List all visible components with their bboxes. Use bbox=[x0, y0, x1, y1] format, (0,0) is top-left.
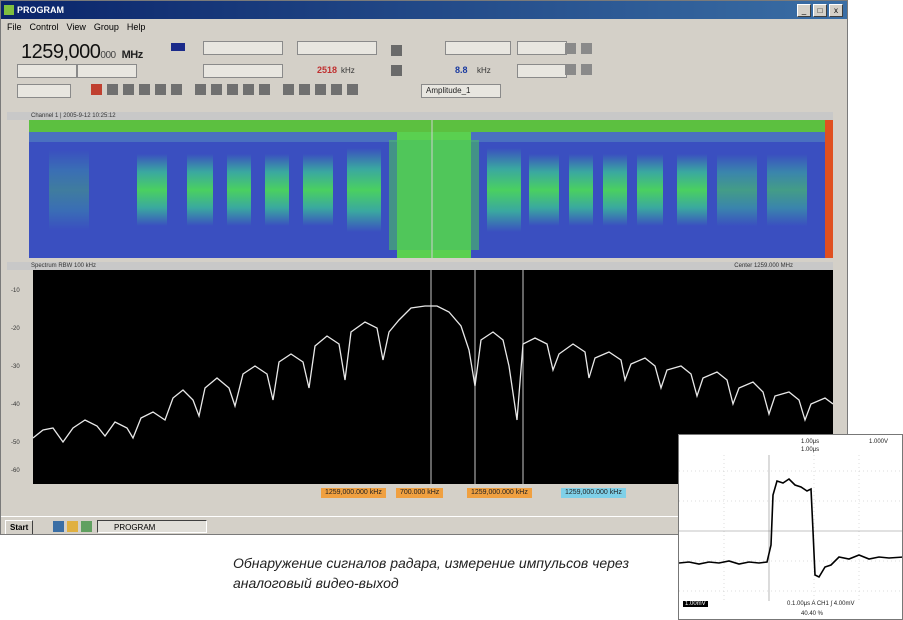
zoom-in-icon[interactable] bbox=[283, 84, 294, 95]
color-indicator bbox=[171, 43, 185, 51]
marker-readout-2[interactable]: 700.000 kHz bbox=[396, 488, 444, 498]
amplitude-dropdown[interactable]: Amplitude_1 bbox=[421, 84, 501, 98]
rbw-field[interactable] bbox=[203, 64, 283, 78]
marker-readout-4[interactable]: 1259,000.000 kHz bbox=[561, 488, 626, 498]
y-tick: -50 bbox=[11, 440, 20, 446]
start-button[interactable]: Start bbox=[5, 520, 34, 534]
spectrum-trace bbox=[33, 305, 833, 444]
frequency-display[interactable]: 1259,000000 MHz bbox=[21, 41, 143, 64]
y-tick: -20 bbox=[11, 326, 20, 332]
detector-dropdown[interactable] bbox=[445, 41, 511, 55]
span-field[interactable] bbox=[203, 41, 283, 55]
save-icon[interactable] bbox=[243, 84, 254, 95]
scope-readout-bl: 1.00mV bbox=[683, 601, 708, 607]
scale-dropdown[interactable] bbox=[517, 64, 567, 78]
spectrum-header-right: Center 1259.000 MHz bbox=[734, 263, 793, 269]
waterfall-header: Channel 1 | 2005-9-12 10:25:12 bbox=[7, 112, 833, 120]
mode-dropdown-2[interactable] bbox=[77, 64, 137, 78]
zoom-icon[interactable] bbox=[565, 64, 576, 75]
cursor-icon[interactable] bbox=[195, 84, 206, 95]
y-tick: -30 bbox=[11, 364, 20, 370]
record-icon[interactable] bbox=[91, 84, 102, 95]
window-title: PROGRAM bbox=[17, 5, 64, 15]
menu-file[interactable]: File bbox=[7, 22, 22, 32]
print-icon[interactable] bbox=[581, 43, 592, 54]
waterfall-y-axis bbox=[7, 120, 29, 258]
reset-icon[interactable] bbox=[331, 84, 342, 95]
zoom-out-icon[interactable] bbox=[299, 84, 310, 95]
ie-icon[interactable] bbox=[53, 521, 64, 532]
oscilloscope-trace bbox=[679, 455, 902, 601]
ref-level-field[interactable] bbox=[297, 41, 377, 55]
spectrum-header: Spectrum RBW 100 kHz Center 1259.000 MHz bbox=[7, 262, 833, 270]
scope-readout-right: 1.000V bbox=[869, 439, 889, 445]
value-b: 8.8 bbox=[455, 65, 468, 75]
app-icon bbox=[4, 5, 14, 15]
menu-view[interactable]: View bbox=[66, 22, 86, 32]
y-tick: -60 bbox=[11, 468, 20, 474]
marker-readout-1[interactable]: 1259,000.000 kHz bbox=[321, 488, 386, 498]
hold-icon[interactable] bbox=[347, 84, 358, 95]
toolbar: 1259,000000 MHz 2518 kHz 8.8 kHz bbox=[5, 37, 841, 107]
title-bar[interactable]: PROGRAM _ □ x bbox=[1, 1, 847, 19]
oscilloscope-inset: 1.00μs 1.00μs 1.000V 1.00mV 0.1.00μs A C… bbox=[678, 434, 903, 620]
waterfall-color-scale bbox=[825, 120, 833, 258]
fit-icon[interactable] bbox=[227, 84, 238, 95]
marker-readouts: 1259,000.000 kHz 700.000 kHz 1259,000.00… bbox=[1, 488, 847, 502]
window-controls: _ □ x bbox=[797, 4, 843, 17]
value-b-unit: kHz bbox=[477, 66, 491, 75]
taskbar-app[interactable]: PROGRAM bbox=[97, 520, 207, 533]
field-value: 2518 bbox=[317, 65, 338, 75]
pause-icon[interactable] bbox=[123, 84, 134, 95]
play-icon[interactable] bbox=[107, 84, 118, 95]
grid-icon[interactable] bbox=[391, 45, 402, 56]
maximize-button[interactable]: □ bbox=[813, 4, 827, 17]
field-unit: kHz bbox=[341, 66, 355, 75]
pan-icon[interactable] bbox=[315, 84, 326, 95]
step-dropdown[interactable] bbox=[17, 84, 71, 98]
waterfall-display[interactable] bbox=[29, 120, 825, 258]
export-icon[interactable] bbox=[581, 64, 592, 75]
open-icon[interactable] bbox=[259, 84, 270, 95]
y-tick: -40 bbox=[11, 402, 20, 408]
table-icon[interactable] bbox=[391, 65, 402, 76]
scope-readout-2: 1.00μs bbox=[801, 447, 820, 453]
desktop-icon[interactable] bbox=[81, 521, 92, 532]
stop-icon[interactable] bbox=[139, 84, 150, 95]
frequency-main: 1259,000 bbox=[21, 41, 101, 63]
app-window: PROGRAM _ □ x File Control View Group He… bbox=[0, 0, 848, 535]
minimize-button[interactable]: _ bbox=[797, 4, 811, 17]
mode-dropdown-1[interactable] bbox=[17, 64, 77, 78]
taskbar: Start PROGRAM bbox=[1, 516, 847, 534]
close-button[interactable]: x bbox=[829, 4, 843, 17]
marker-readout-3[interactable]: 1259,000.000 kHz bbox=[467, 488, 532, 498]
figure-caption: Обнаружение сигналов радара, измерение и… bbox=[233, 555, 630, 591]
menu-control[interactable]: Control bbox=[29, 22, 59, 32]
marker-icon[interactable] bbox=[155, 84, 166, 95]
folder-icon[interactable] bbox=[67, 521, 78, 532]
measure-icon[interactable] bbox=[211, 84, 222, 95]
scope-readout-br: 40.40 % bbox=[801, 611, 824, 617]
spectrum-y-axis: -10 -20 -30 -40 -50 -60 bbox=[7, 270, 33, 484]
y-tick: -10 bbox=[11, 288, 20, 294]
spectrum-header-left: Spectrum RBW 100 kHz bbox=[31, 263, 97, 269]
scope-readout-bottom: 0.1.00μs A CH1 ∫ 4.00mV bbox=[787, 601, 855, 607]
waterfall-pane: Channel 1 | 2005-9-12 10:25:12 bbox=[7, 112, 833, 258]
peak-icon[interactable] bbox=[171, 84, 182, 95]
menu-help[interactable]: Help bbox=[126, 22, 146, 32]
trace-dropdown[interactable] bbox=[517, 41, 567, 55]
frequency-sub: 000 bbox=[100, 50, 116, 61]
scope-readout-1: 1.00μs bbox=[801, 439, 820, 445]
frequency-unit: MHz bbox=[121, 49, 144, 61]
settings-icon[interactable] bbox=[565, 43, 576, 54]
menu-bar: File Control View Group Help bbox=[1, 20, 145, 34]
menu-group[interactable]: Group bbox=[93, 22, 119, 32]
